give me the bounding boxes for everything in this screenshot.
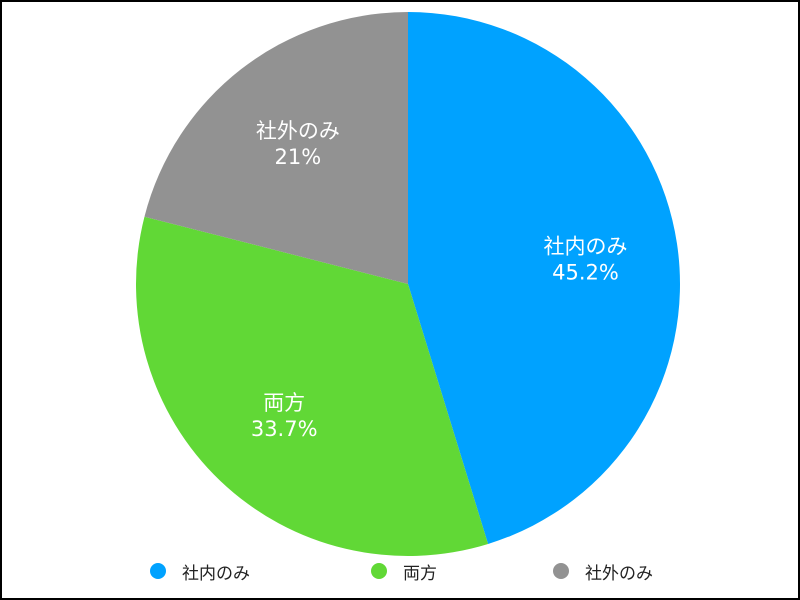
slice-category-label-ryoho: 両方: [263, 391, 305, 415]
pie-slice-ryoho: [136, 216, 489, 556]
legend-label-shanai: 社内のみ: [182, 563, 250, 584]
slice-category-label-shanai: 社内のみ: [544, 234, 628, 258]
pie-slice-shanai: [408, 12, 680, 544]
legend-item-shagai: 社外のみ: [553, 556, 653, 586]
pie-slice-shagai: [144, 12, 408, 284]
legend-label-ryoho: 両方: [403, 563, 437, 584]
slice-percent-label-shagai: 21%: [275, 145, 322, 169]
legend-label-shagai: 社外のみ: [585, 563, 653, 584]
legend: 社内のみ 両方 社外のみ: [0, 556, 800, 586]
legend-item-shanai: 社内のみ: [150, 556, 250, 586]
legend-item-ryoho: 両方: [371, 556, 437, 586]
legend-swatch-ryoho: [371, 563, 387, 579]
legend-swatch-shagai: [553, 563, 569, 579]
slice-percent-label-ryoho: 33.7%: [251, 417, 318, 441]
slice-percent-label-shanai: 45.2%: [552, 260, 619, 284]
legend-swatch-shanai: [150, 563, 166, 579]
slice-category-label-shagai: 社外のみ: [256, 119, 340, 143]
